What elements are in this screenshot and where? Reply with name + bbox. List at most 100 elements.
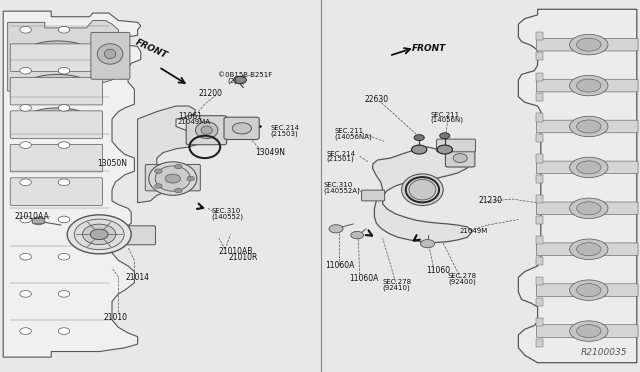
Text: 21010: 21010 [104,313,128,322]
Ellipse shape [577,202,601,215]
Polygon shape [372,147,472,243]
FancyBboxPatch shape [536,73,543,81]
Text: 13049N: 13049N [255,148,285,157]
FancyBboxPatch shape [224,117,259,140]
Text: 21049MA: 21049MA [178,119,211,125]
Circle shape [20,328,31,334]
Ellipse shape [402,174,444,205]
FancyBboxPatch shape [536,257,543,265]
Circle shape [58,291,70,297]
Circle shape [329,225,343,233]
Ellipse shape [83,224,116,245]
FancyBboxPatch shape [10,144,102,172]
Polygon shape [3,11,141,357]
Circle shape [187,176,195,181]
FancyBboxPatch shape [100,226,156,245]
Text: (140552): (140552) [211,214,243,221]
Ellipse shape [409,180,436,200]
Circle shape [154,184,162,188]
Circle shape [175,164,182,169]
Ellipse shape [104,49,116,58]
Text: (140552A): (140552A) [324,187,360,194]
Circle shape [58,216,70,223]
Text: FRONT: FRONT [412,44,447,53]
Circle shape [154,169,162,173]
Text: 21010R: 21010R [228,253,258,262]
Text: SEC.310: SEC.310 [324,182,353,188]
Ellipse shape [570,239,608,260]
Circle shape [20,179,31,186]
Ellipse shape [67,215,131,254]
Text: (14056NA): (14056NA) [334,133,372,140]
Text: SEC.310: SEC.310 [211,208,241,214]
FancyBboxPatch shape [186,116,227,145]
Circle shape [20,142,31,148]
Text: R2100035: R2100035 [580,348,627,357]
Ellipse shape [97,44,123,64]
FancyBboxPatch shape [362,190,385,201]
Ellipse shape [577,284,601,297]
Text: (14056N): (14056N) [430,117,463,124]
Ellipse shape [156,166,191,191]
FancyBboxPatch shape [536,195,543,203]
Text: 11060A: 11060A [325,261,355,270]
Ellipse shape [232,123,252,134]
Ellipse shape [577,161,601,174]
Text: SEC.278: SEC.278 [382,279,412,285]
Text: 21010AA: 21010AA [14,212,49,221]
FancyBboxPatch shape [145,164,200,191]
Circle shape [32,217,45,225]
Text: 21010AB: 21010AB [219,247,253,256]
FancyBboxPatch shape [445,149,475,167]
FancyBboxPatch shape [536,120,638,133]
Ellipse shape [26,74,90,97]
FancyBboxPatch shape [536,284,638,296]
FancyBboxPatch shape [536,339,543,347]
FancyBboxPatch shape [536,216,543,224]
FancyBboxPatch shape [536,175,543,183]
Ellipse shape [577,38,601,51]
Circle shape [58,142,70,148]
FancyBboxPatch shape [10,44,102,71]
Ellipse shape [577,243,601,256]
Circle shape [58,26,70,33]
FancyBboxPatch shape [536,154,543,163]
Circle shape [440,133,450,139]
Circle shape [58,328,70,334]
Ellipse shape [577,324,601,338]
Circle shape [175,188,182,193]
Text: SEC.278: SEC.278 [448,273,477,279]
Ellipse shape [201,126,212,134]
FancyBboxPatch shape [536,32,543,40]
Text: SEC.214: SEC.214 [270,125,299,131]
Text: (92400): (92400) [448,279,476,285]
Circle shape [420,240,435,248]
Ellipse shape [570,116,608,137]
Circle shape [20,26,31,33]
Ellipse shape [570,35,608,55]
Ellipse shape [26,41,90,63]
Text: 21049M: 21049M [460,228,488,234]
Text: SEC.214: SEC.214 [326,151,355,157]
Text: 11060: 11060 [426,266,451,275]
Text: ©0B15B-B251F: ©0B15B-B251F [218,72,272,78]
Circle shape [20,67,31,74]
FancyBboxPatch shape [10,111,102,138]
Polygon shape [138,106,205,203]
FancyBboxPatch shape [10,178,102,205]
FancyBboxPatch shape [536,38,638,51]
FancyBboxPatch shape [536,298,543,306]
Circle shape [90,229,108,240]
Ellipse shape [26,108,90,130]
Circle shape [58,253,70,260]
FancyBboxPatch shape [536,236,543,244]
FancyBboxPatch shape [536,113,543,122]
Text: (92410): (92410) [382,284,410,291]
FancyBboxPatch shape [536,79,638,92]
FancyBboxPatch shape [536,134,543,142]
Text: 11061: 11061 [178,112,202,121]
Circle shape [58,67,70,74]
Ellipse shape [570,198,608,219]
Ellipse shape [570,75,608,96]
Circle shape [234,76,246,84]
